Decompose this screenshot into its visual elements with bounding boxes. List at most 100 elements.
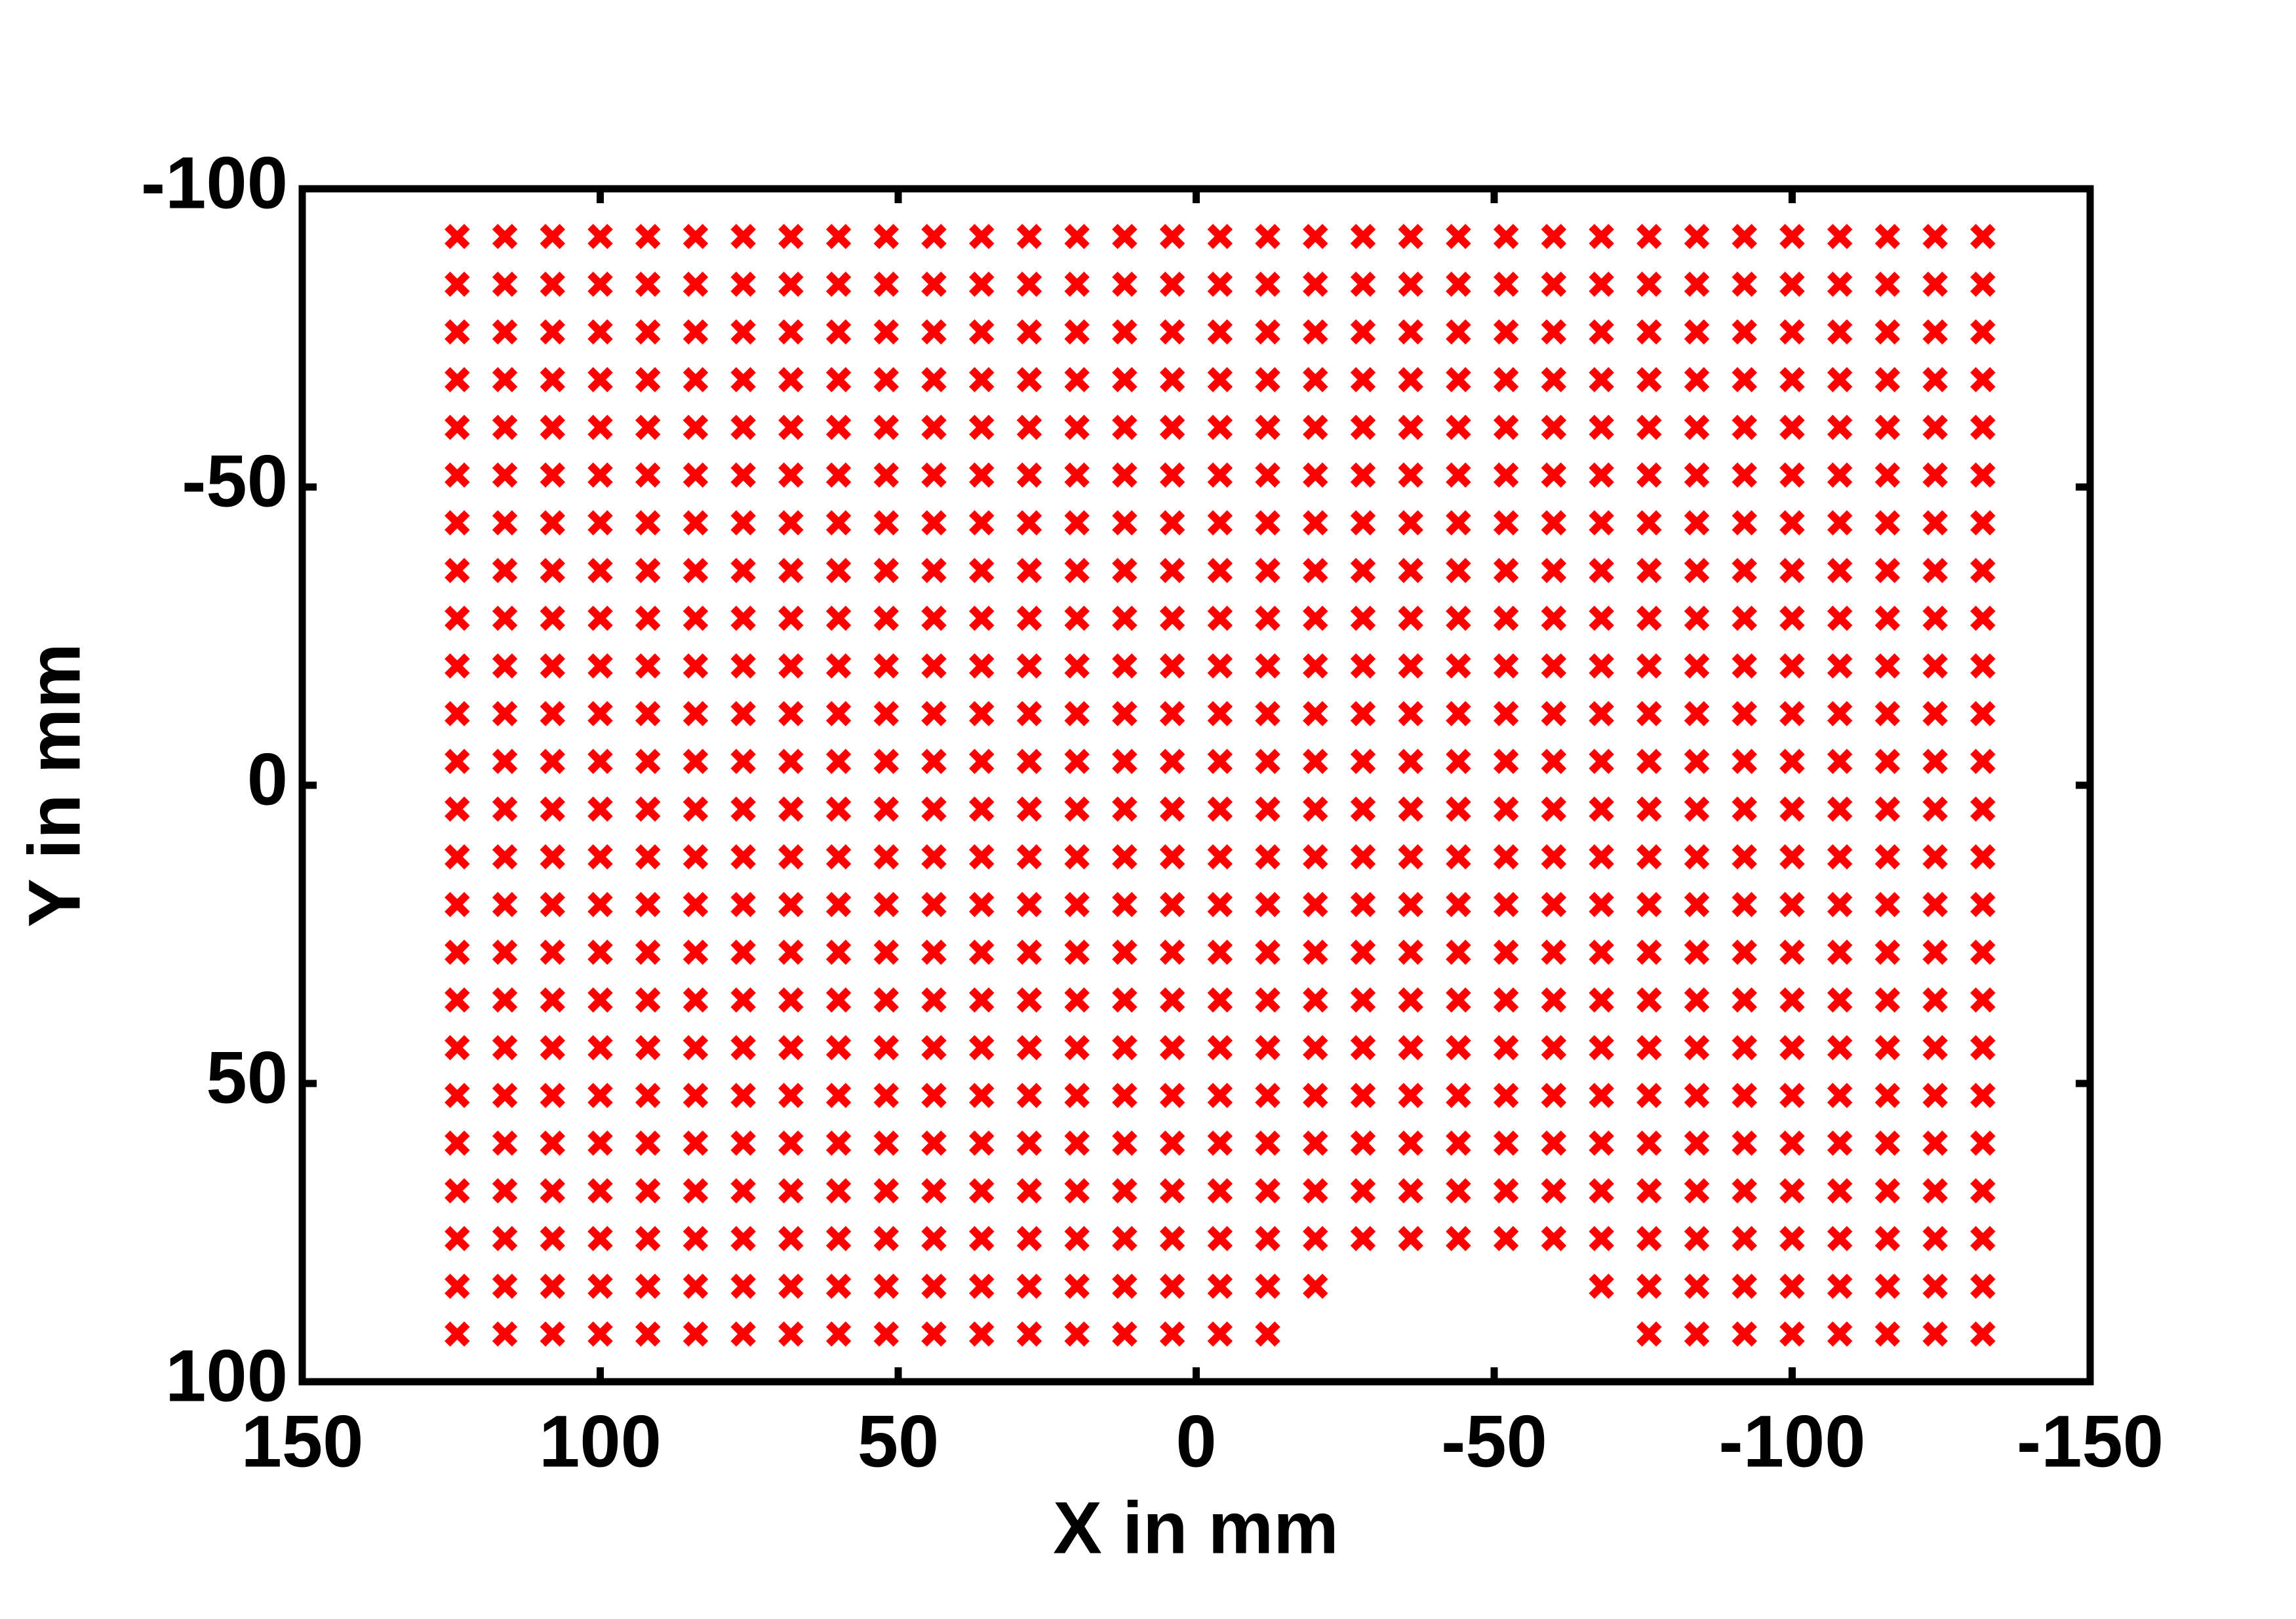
marker bbox=[730, 1274, 756, 1299]
marker bbox=[1589, 462, 1614, 488]
marker bbox=[1064, 1035, 1090, 1061]
marker bbox=[1159, 605, 1185, 631]
marker bbox=[1064, 844, 1090, 870]
marker bbox=[1874, 939, 1901, 966]
marker bbox=[1779, 796, 1805, 822]
marker bbox=[969, 844, 995, 870]
marker bbox=[1541, 414, 1567, 440]
marker bbox=[1207, 1274, 1233, 1299]
marker bbox=[969, 1321, 995, 1347]
marker bbox=[1493, 414, 1519, 440]
marker bbox=[445, 653, 470, 679]
marker bbox=[1541, 844, 1567, 870]
marker bbox=[1541, 749, 1567, 774]
marker bbox=[1779, 605, 1805, 631]
marker bbox=[540, 1274, 566, 1299]
marker bbox=[873, 891, 900, 918]
marker bbox=[1779, 939, 1805, 966]
marker bbox=[683, 749, 709, 774]
marker bbox=[1493, 1178, 1519, 1204]
marker bbox=[1636, 701, 1662, 727]
marker bbox=[1064, 558, 1090, 583]
marker bbox=[778, 271, 804, 297]
marker bbox=[635, 796, 661, 822]
marker bbox=[1732, 796, 1758, 822]
marker bbox=[492, 510, 518, 536]
marker bbox=[778, 701, 804, 727]
y-tick-label: 0 bbox=[247, 739, 288, 821]
marker bbox=[825, 605, 852, 631]
marker bbox=[825, 1178, 852, 1204]
marker bbox=[1016, 1274, 1042, 1299]
marker bbox=[1303, 224, 1328, 250]
marker bbox=[825, 796, 852, 822]
marker bbox=[1064, 366, 1090, 393]
marker bbox=[1112, 844, 1138, 870]
marker bbox=[1732, 1035, 1758, 1061]
marker bbox=[1827, 319, 1853, 345]
marker bbox=[1016, 366, 1042, 393]
marker bbox=[1064, 319, 1090, 345]
marker bbox=[1684, 891, 1710, 918]
x-axis-label: X in mm bbox=[1053, 1487, 1339, 1569]
marker bbox=[1874, 701, 1901, 727]
marker bbox=[1493, 749, 1519, 774]
marker bbox=[1684, 749, 1710, 774]
marker bbox=[683, 1082, 709, 1108]
marker bbox=[1684, 319, 1710, 345]
marker bbox=[1874, 414, 1901, 440]
marker bbox=[1732, 653, 1758, 679]
marker bbox=[587, 987, 613, 1013]
marker bbox=[1255, 319, 1280, 345]
marker bbox=[1255, 987, 1280, 1013]
marker bbox=[1112, 1130, 1138, 1156]
marker bbox=[921, 1226, 947, 1251]
marker bbox=[1016, 1035, 1042, 1061]
marker bbox=[921, 319, 947, 345]
marker bbox=[825, 891, 852, 918]
marker bbox=[1350, 1082, 1376, 1108]
marker bbox=[540, 749, 566, 774]
marker bbox=[825, 749, 852, 774]
marker bbox=[1970, 510, 1996, 536]
marker bbox=[1922, 558, 1948, 583]
marker bbox=[1303, 605, 1328, 631]
marker bbox=[1398, 653, 1423, 679]
marker bbox=[1159, 987, 1185, 1013]
marker bbox=[1684, 605, 1710, 631]
marker bbox=[1493, 510, 1519, 536]
marker bbox=[1064, 1274, 1090, 1299]
marker bbox=[730, 605, 756, 631]
marker bbox=[1684, 701, 1710, 727]
marker bbox=[1589, 939, 1614, 966]
marker bbox=[1064, 1130, 1090, 1156]
marker bbox=[1779, 987, 1805, 1013]
marker bbox=[1541, 462, 1567, 488]
marker bbox=[1684, 1321, 1710, 1347]
marker bbox=[1398, 271, 1423, 297]
marker bbox=[1493, 1226, 1519, 1251]
marker bbox=[1398, 987, 1423, 1013]
marker bbox=[1207, 414, 1233, 440]
marker bbox=[1922, 749, 1948, 774]
marker bbox=[1207, 510, 1233, 536]
marker bbox=[1827, 1274, 1853, 1299]
marker bbox=[1303, 1035, 1328, 1061]
marker bbox=[1493, 987, 1519, 1013]
marker bbox=[730, 271, 756, 297]
marker bbox=[921, 1274, 947, 1299]
marker bbox=[1636, 939, 1662, 966]
marker bbox=[1255, 749, 1280, 774]
marker bbox=[1303, 987, 1328, 1013]
marker bbox=[1350, 558, 1376, 583]
marker bbox=[969, 414, 995, 440]
marker bbox=[730, 701, 756, 727]
marker bbox=[1541, 1226, 1567, 1251]
marker bbox=[587, 1035, 613, 1061]
marker bbox=[587, 891, 613, 918]
marker bbox=[1398, 796, 1423, 822]
marker bbox=[1303, 1226, 1328, 1251]
x-tick-label: -150 bbox=[2017, 1401, 2164, 1483]
marker bbox=[730, 844, 756, 870]
